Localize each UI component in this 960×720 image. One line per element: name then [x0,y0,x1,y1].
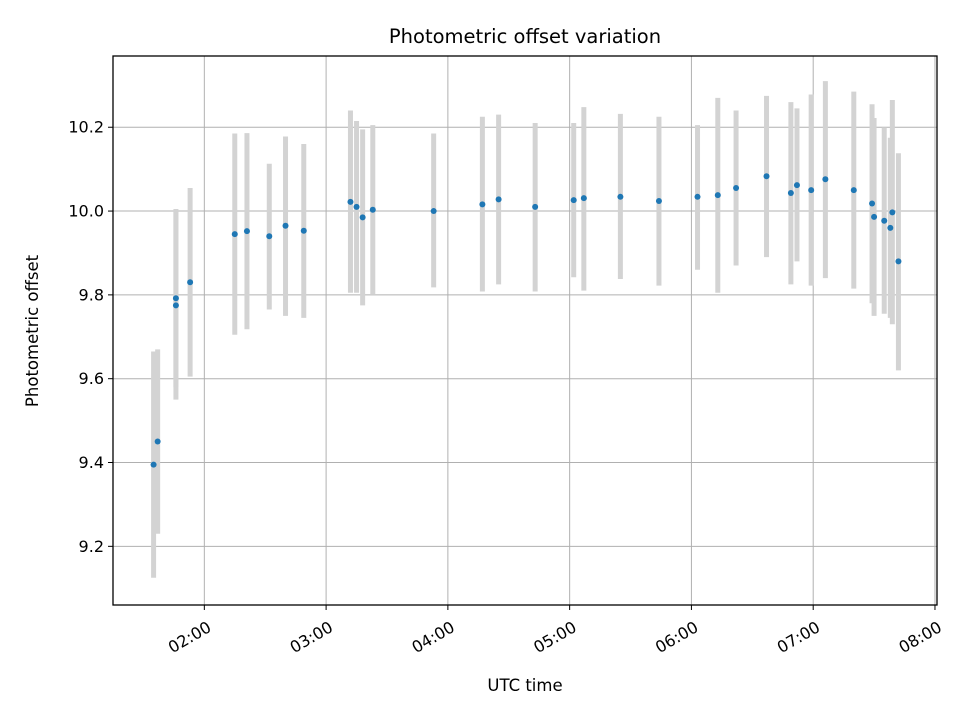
y-axis: 9.2 9.4 9.6 9.8 10.0 10.2 [68,118,113,556]
y-axis-label: Photometric offset [23,254,42,407]
y-tick-label: 10.2 [68,118,104,137]
data-point [479,201,486,208]
data-point [733,185,740,192]
data-point [694,193,701,200]
y-tick-label: 10.0 [68,202,104,221]
data-point [895,258,902,265]
data-point [150,461,157,468]
data-point [887,224,894,231]
data-point [282,222,289,229]
data-point [369,206,376,213]
chart-title: Photometric offset variation [389,25,661,48]
data-point [871,213,878,220]
data-point [231,231,238,238]
data-points [150,173,902,468]
data-point [353,203,360,210]
data-point [430,208,437,215]
data-point [243,228,250,235]
data-point [617,193,624,200]
data-point [787,190,794,197]
data-point [172,302,179,309]
data-point [763,173,770,180]
data-point [808,187,815,194]
data-point [655,198,662,205]
x-axis-label: UTC time [487,676,562,695]
y-tick-label: 9.2 [79,537,104,556]
data-point [869,200,876,207]
data-point [154,438,161,445]
data-point [714,192,721,199]
data-point [580,195,587,202]
data-point [495,196,502,203]
data-point [889,209,896,216]
plot-frame [112,55,938,606]
data-point [793,182,800,189]
data-point [347,198,354,205]
data-point [881,217,888,224]
y-tick-label: 9.8 [79,285,104,304]
data-point [822,176,829,183]
y-tick-label: 9.4 [79,453,104,472]
y-tick-label: 9.6 [79,369,104,388]
data-point [532,203,539,210]
data-point [570,197,577,204]
data-point [172,295,179,302]
data-point [850,187,857,194]
data-point [266,233,273,240]
data-point [300,227,307,234]
data-point [187,279,194,286]
data-point [359,214,366,221]
